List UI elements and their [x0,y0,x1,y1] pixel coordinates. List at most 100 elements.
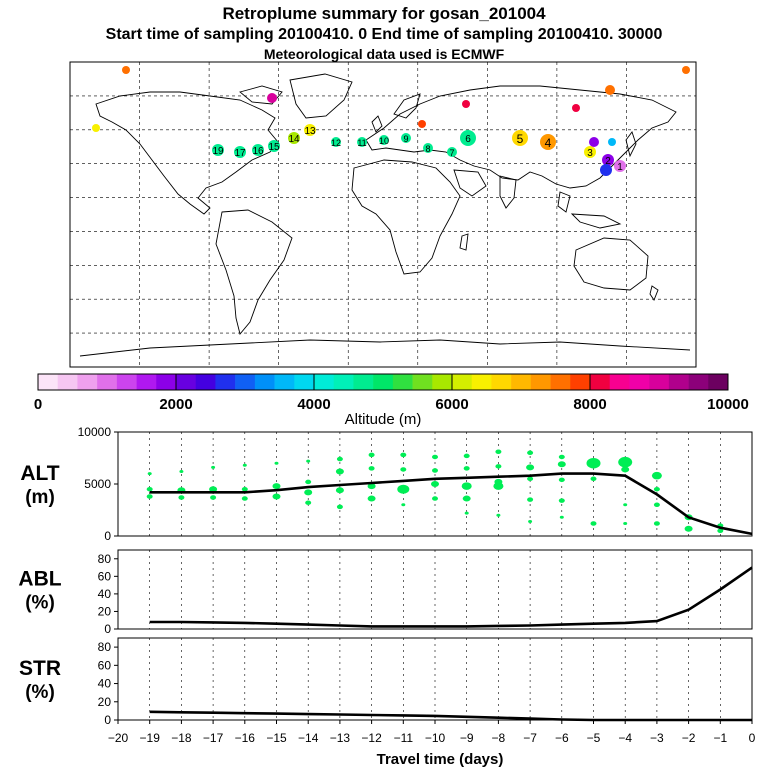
alt-point [211,465,216,469]
svg-text:9: 9 [403,134,408,144]
alt-point [209,486,218,493]
x-tick-label: −10 [425,731,446,745]
colorbar-cell [530,374,551,390]
x-tick-label: −14 [298,731,319,745]
panel-abl: 0 20 40 60 80 ABL(%) [18,549,753,636]
x-tick-label: −4 [618,731,632,745]
x-tick-label: −17 [203,731,224,745]
alt-point [178,495,185,500]
y-tick-label: 0 [104,529,111,543]
svg-text:12: 12 [331,138,341,148]
alt-point [305,500,312,505]
colorbar-cell [116,374,137,390]
x-tick-label: −7 [523,731,537,745]
trajectory-points: 19 17 16 15 14 13 12 11 10 9 8 7 6 5 4 3… [92,66,690,176]
x-tick-label: −9 [460,731,474,745]
colorbar-cell [668,374,689,390]
traj-label-15: 15 [268,140,280,153]
x-tick-label: 0 [749,731,756,745]
alt-point [335,468,344,475]
colorbar-tick-label: 0 [34,396,42,413]
alt-point [242,463,247,467]
colorbar-cell [491,374,512,390]
alt-point [397,484,410,494]
alt-point [590,476,597,482]
alt-point [493,482,504,490]
alt-point [559,515,564,519]
x-tick-label: −11 [394,731,414,745]
y-tick-label: 0 [104,622,111,636]
svg-text:10: 10 [379,136,389,146]
alt-point [401,503,406,507]
svg-text:5: 5 [517,132,524,146]
alt-point [586,457,601,469]
colorbar-cell [511,374,532,390]
alt-point [367,495,376,502]
alt-point [272,483,281,490]
colorbar-cell [156,374,177,390]
str-line [149,710,752,722]
sampling-time: Start time of sampling 20100410. 0 End t… [105,26,663,43]
traj-label-2: 2 [602,154,614,167]
x-tick-label: −5 [587,731,601,745]
alt-point [463,466,470,471]
alt-point [431,481,439,487]
y-axis-unit: (m) [25,487,55,508]
continent-outlines [79,73,691,357]
traj-label-16: 16 [252,144,264,157]
alt-point [653,521,660,526]
svg-text:6: 6 [465,134,471,145]
colorbar-cell [176,374,197,390]
colorbar-tick-label: 4000 [297,396,330,413]
y-tick-label: 80 [98,552,112,566]
y-axis-label: STR [19,657,61,680]
svg-text:14: 14 [288,134,300,145]
alt-point [495,449,502,455]
colorbar-cell [333,374,354,390]
y-tick-label: 80 [98,640,112,654]
colorbar-cell [609,374,630,390]
alt-point [527,450,534,456]
colorbar-cell [136,374,157,390]
alt-point [306,459,311,463]
y-tick-label: 5000 [84,477,111,491]
colorbar-cells [38,374,729,390]
y-tick-label: 20 [98,695,112,709]
alt-point [527,497,534,502]
alt-point [463,453,470,459]
colorbar-cell [392,374,413,390]
alt-point [335,487,344,494]
colorbar-cell [471,374,492,390]
y-tick-label: 40 [98,677,112,691]
x-tick-label: −8 [492,731,506,745]
alt-point [623,503,628,507]
alt-point [558,498,565,503]
colorbar-cell [550,374,571,390]
alt-point [651,471,662,480]
svg-text:17: 17 [234,148,246,159]
traj-label-4: 4 [540,134,556,150]
colorbar-cell [432,374,453,390]
svg-text:16: 16 [252,146,264,157]
colorbar-cell [215,374,236,390]
y-tick-label: 10000 [78,425,112,439]
alt-point [526,464,535,471]
colorbar-tick-label: 2000 [159,396,192,413]
traj-label-9: 9 [401,133,411,144]
x-tick-label: −13 [330,731,351,745]
colorbar-cell [97,374,118,390]
y-axis-label: ABL [18,568,61,591]
colorbar-cell [353,374,374,390]
svg-text:15: 15 [268,142,280,153]
map-grid [70,62,696,367]
colorbar-cell [195,374,216,390]
altitude-colorbar: 0 2000 4000 6000 8000 10000 Altitude (m) [34,373,749,428]
y-tick-label: 0 [104,713,111,727]
traj-label-14: 14 [288,132,300,145]
panel-str: 0 20 40 60 80 STR(%) [19,637,753,727]
chart-title: Retroplume summary for gosan_201004 [222,4,546,23]
abl-line [149,566,753,628]
alt-point [496,513,501,517]
y-axis-unit: (%) [25,682,55,703]
